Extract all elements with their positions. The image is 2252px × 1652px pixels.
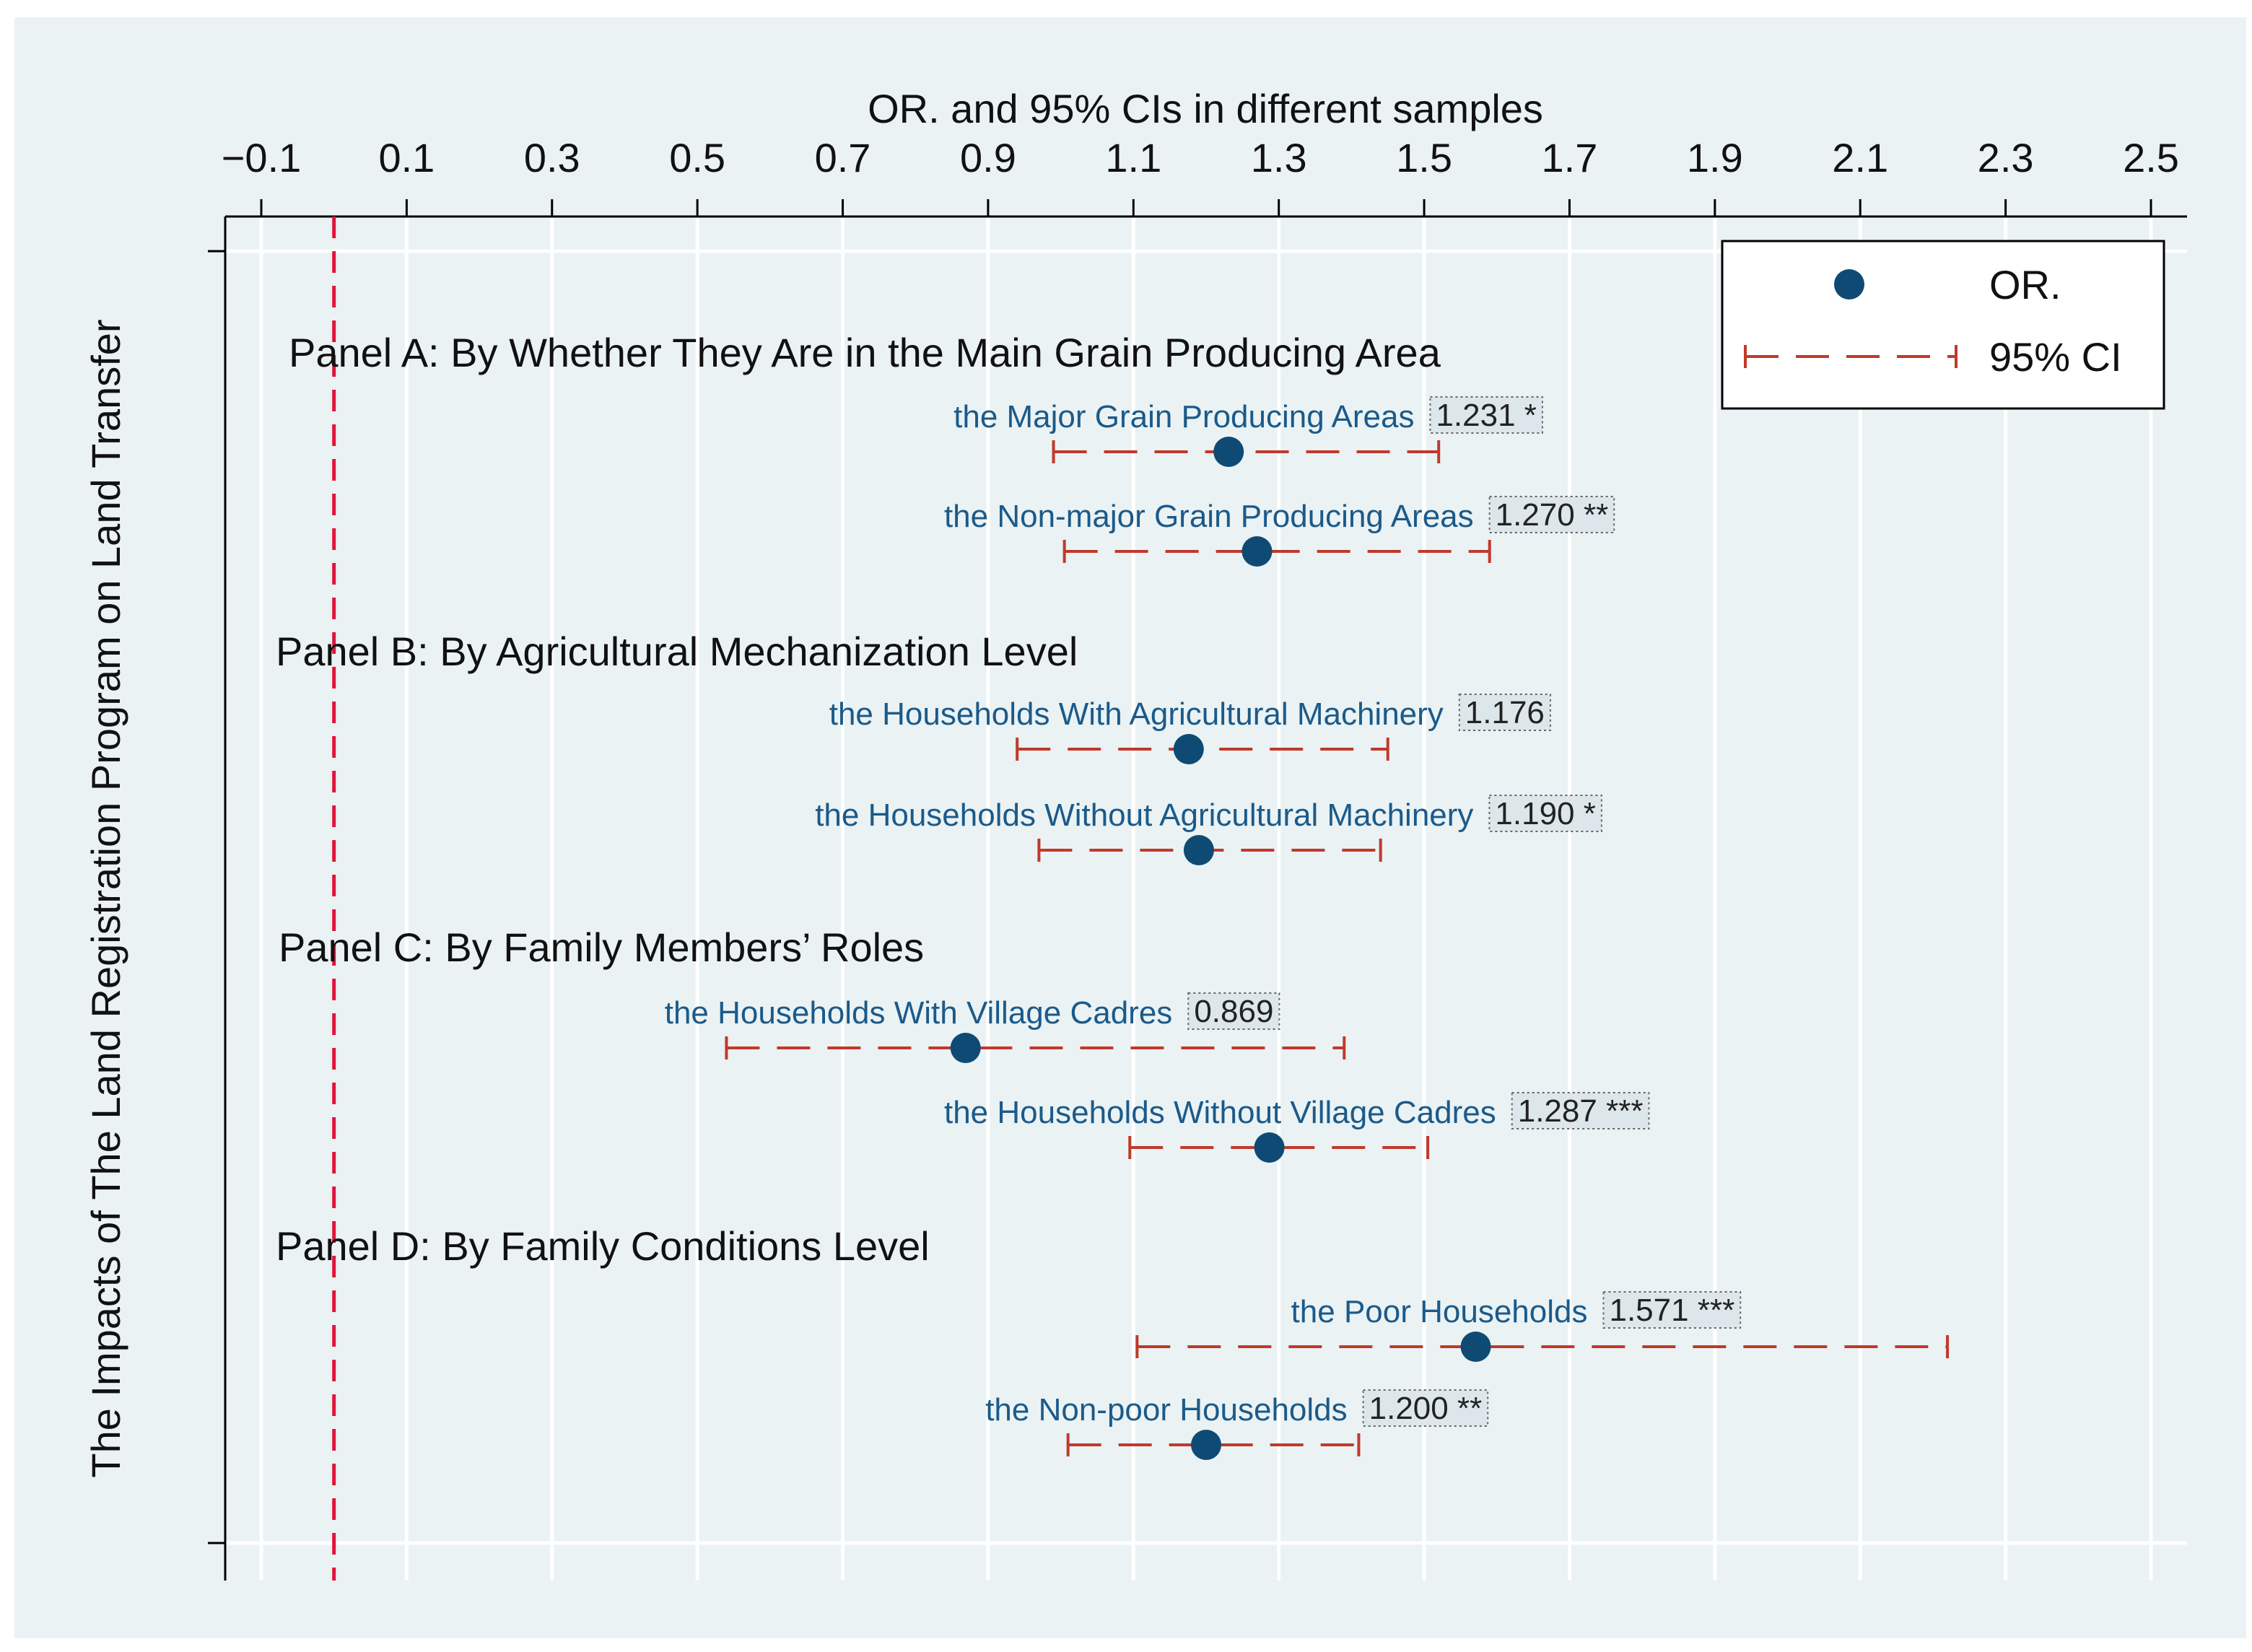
ci-row: the Households With Village Cadres 0.869 xyxy=(665,992,1346,1063)
row-label: the Non-poor Households xyxy=(985,1392,1347,1428)
ci-row: the Households Without Village Cadres 1.2… xyxy=(944,1092,1650,1163)
or-annotation-box xyxy=(1488,496,1615,533)
or-annotation: 1.270 ** xyxy=(1496,497,1609,533)
or-annotation-box xyxy=(1362,1389,1489,1427)
x-tick-label: 0.3 xyxy=(524,135,580,180)
or-point xyxy=(950,1033,981,1063)
row-label: the Households With Agricultural Machine… xyxy=(829,696,1444,732)
legend-label-or: OR. xyxy=(1989,262,2061,307)
or-annotation: 1.231 * xyxy=(1436,398,1536,433)
x-tick-label: 0.5 xyxy=(669,135,725,180)
or-point xyxy=(1191,1430,1221,1460)
panel-title: Panel A: By Whether They Are in the Main… xyxy=(289,330,1441,375)
or-annotation: 1.571 *** xyxy=(1609,1293,1734,1328)
x-tick-label: 2.3 xyxy=(1978,135,2034,180)
or-annotation-box xyxy=(1458,694,1551,731)
row-label: the Non-major Grain Producing Areas xyxy=(944,499,1474,534)
legend-ci-marker xyxy=(1744,345,1958,368)
x-tick-label: 1.9 xyxy=(1687,135,1743,180)
or-point xyxy=(1173,734,1204,764)
or-annotation-box xyxy=(1488,795,1602,832)
or-annotation-box xyxy=(1429,396,1543,434)
ci-row: the Non-major Grain Producing Areas 1.270… xyxy=(944,496,1615,567)
legend-box xyxy=(1721,240,2165,410)
row-label: the Households With Village Cadres xyxy=(665,995,1173,1031)
x-ticks: −0.1 0.1 0.3 0.5 0.7 0.9 1.1 1.3 1.5 1.7 1.9 2.1 2.3… xyxy=(222,135,2179,217)
row-label: the Poor Households xyxy=(1291,1294,1588,1329)
or-point xyxy=(1241,536,1273,567)
or-annotation: 1.200 ** xyxy=(1369,1391,1483,1426)
x-tick-label: 2.1 xyxy=(1832,135,1888,180)
panel-title: Panel C: By Family Members’ Roles xyxy=(279,925,924,970)
x-tick-label: 1.7 xyxy=(1542,135,1598,180)
legend: OR. 95% CI xyxy=(1721,240,2165,410)
row-label: the Households Without Agricultural Mach… xyxy=(815,797,1473,833)
or-annotation-box xyxy=(1511,1092,1650,1129)
x-tick-label: 2.5 xyxy=(2123,135,2179,180)
ci-row: the Poor Households 1.571 *** xyxy=(1135,1291,1950,1362)
x-tick-label: 1.3 xyxy=(1251,135,1307,180)
or-point xyxy=(1213,437,1244,467)
or-point xyxy=(1254,1132,1285,1163)
row-label: the Households Without Village Cadres xyxy=(944,1095,1496,1130)
rows: Panel A: By Whether They Are in the Main… xyxy=(276,330,1950,1460)
or-annotation-box xyxy=(1602,1291,1742,1329)
x-tick-label: 0.7 xyxy=(815,135,871,180)
y-axis-label: The Impacts of The Land Registration Pro… xyxy=(83,319,128,1477)
or-point xyxy=(1460,1332,1491,1362)
x-tick-label: 0.9 xyxy=(960,135,1016,180)
or-annotation: 1.287 *** xyxy=(1518,1093,1644,1129)
ci-row: the Households With Agricultural Machine… xyxy=(829,694,1551,764)
ci-row: the Major Grain Producing Areas 1.231 * xyxy=(953,396,1543,467)
gridlines xyxy=(225,217,2187,1581)
chart-title: OR. and 95% CIs in different samples xyxy=(868,86,1543,131)
legend-label-ci: 95% CI xyxy=(1989,334,2122,380)
panel-title: Panel D: By Family Conditions Level xyxy=(276,1223,930,1269)
or-annotation-box xyxy=(1187,992,1280,1030)
ci-row: the Non-poor Households 1.200 ** xyxy=(985,1389,1489,1460)
x-tick-label: 0.1 xyxy=(378,135,435,180)
ci-row: the Households Without Agricultural Mach… xyxy=(815,795,1602,865)
or-point xyxy=(1183,835,1214,865)
legend-point-marker xyxy=(1834,269,1864,300)
or-annotation: 1.176 xyxy=(1465,695,1545,730)
x-tick-label: 1.1 xyxy=(1105,135,1161,180)
panel-title: Panel B: By Agricultural Mechanization L… xyxy=(276,629,1078,674)
or-annotation: 1.190 * xyxy=(1495,796,1595,831)
row-label: the Major Grain Producing Areas xyxy=(953,399,1414,434)
x-tick-label: −0.1 xyxy=(222,135,302,180)
x-tick-label: 1.5 xyxy=(1396,135,1452,180)
or-annotation: 0.869 xyxy=(1194,994,1273,1029)
